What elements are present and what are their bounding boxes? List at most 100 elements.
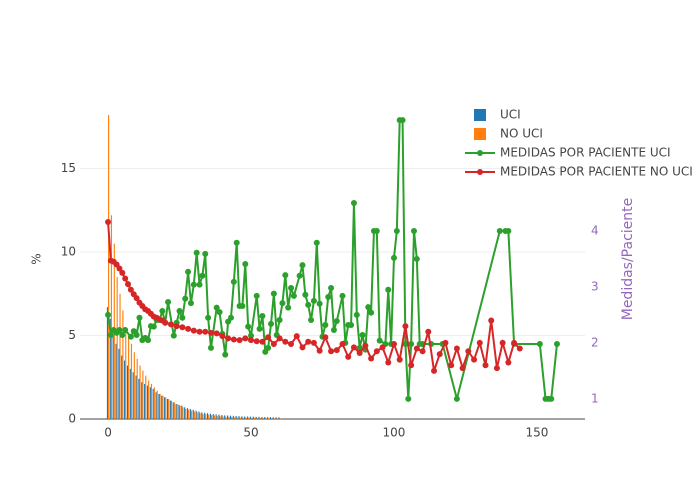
line xyxy=(107,119,558,400)
marker xyxy=(482,362,489,369)
marker xyxy=(173,323,180,330)
bar xyxy=(226,415,229,419)
bar xyxy=(269,417,272,419)
bar xyxy=(271,418,273,419)
y-tick-label: 5 xyxy=(68,328,76,342)
bar xyxy=(169,400,171,419)
bar xyxy=(213,415,215,419)
legend-swatch xyxy=(474,109,486,121)
marker xyxy=(125,281,132,288)
legend-label: MEDIDAS POR PACIENTE NO UCI xyxy=(500,165,693,179)
marker xyxy=(399,117,406,124)
bar xyxy=(192,409,194,419)
x-tick-label: 0 xyxy=(104,426,112,440)
bar xyxy=(262,417,264,419)
bar xyxy=(176,403,178,419)
bar xyxy=(199,413,201,419)
y2-tick-label: 2 xyxy=(591,335,599,349)
marker xyxy=(276,316,283,323)
bar xyxy=(232,415,234,419)
marker xyxy=(299,262,306,269)
marker xyxy=(133,295,140,302)
bar xyxy=(239,417,241,419)
marker xyxy=(179,324,186,331)
marker xyxy=(322,334,329,341)
marker xyxy=(373,227,380,234)
bar xyxy=(136,358,138,419)
bar xyxy=(258,416,260,419)
bar xyxy=(110,215,113,419)
marker xyxy=(107,332,114,339)
marker xyxy=(187,300,194,307)
bar xyxy=(188,409,190,419)
bar xyxy=(172,402,174,419)
marker xyxy=(350,344,357,351)
bar xyxy=(198,411,200,419)
bar xyxy=(275,417,277,419)
bar xyxy=(121,355,123,419)
marker xyxy=(236,337,243,344)
bar xyxy=(115,343,117,419)
marker xyxy=(219,333,226,340)
legend-label: MEDIDAS POR PACIENTE UCI xyxy=(500,146,671,160)
bar xyxy=(178,404,180,419)
bar xyxy=(242,417,244,419)
marker xyxy=(293,333,300,340)
marker xyxy=(459,365,466,372)
marker xyxy=(345,353,352,360)
marker xyxy=(405,395,412,402)
marker xyxy=(190,327,197,334)
bar xyxy=(193,411,195,419)
bar xyxy=(112,335,114,419)
marker xyxy=(122,275,129,282)
marker xyxy=(239,302,246,309)
bar xyxy=(162,395,164,419)
y2-axis-title: Medidas/Paciente xyxy=(620,198,636,321)
bar xyxy=(161,395,163,419)
bar xyxy=(184,407,186,419)
marker xyxy=(476,339,483,346)
marker xyxy=(105,311,112,318)
bar xyxy=(133,352,135,419)
marker xyxy=(159,307,166,314)
marker xyxy=(233,239,240,246)
bar xyxy=(146,385,149,419)
marker xyxy=(265,344,272,351)
bar xyxy=(208,414,210,419)
marker xyxy=(288,285,295,292)
marker xyxy=(505,227,512,234)
bar xyxy=(175,403,177,419)
bar xyxy=(135,375,137,419)
bar xyxy=(138,378,140,419)
marker xyxy=(230,278,237,285)
bar xyxy=(251,417,253,419)
bar xyxy=(166,398,169,419)
marker xyxy=(119,332,126,339)
marker xyxy=(310,297,317,304)
marker xyxy=(282,272,289,279)
marker xyxy=(328,285,335,292)
marker xyxy=(390,254,397,261)
bar xyxy=(278,417,280,419)
bar xyxy=(173,402,175,419)
bar xyxy=(186,408,189,419)
marker xyxy=(227,314,234,321)
marker xyxy=(253,338,260,345)
marker xyxy=(353,311,360,318)
marker xyxy=(196,328,203,335)
bar xyxy=(142,370,144,419)
bar xyxy=(141,382,143,419)
bar xyxy=(185,408,187,419)
bar xyxy=(233,417,235,419)
marker xyxy=(268,320,275,327)
marker xyxy=(116,327,123,334)
bar xyxy=(148,380,150,419)
marker xyxy=(288,341,295,348)
bar xyxy=(264,416,266,419)
bar xyxy=(116,277,118,419)
marker xyxy=(265,334,272,341)
marker xyxy=(145,337,152,344)
marker xyxy=(431,367,438,374)
legend-label: NO UCI xyxy=(500,127,543,141)
bar xyxy=(205,414,207,419)
